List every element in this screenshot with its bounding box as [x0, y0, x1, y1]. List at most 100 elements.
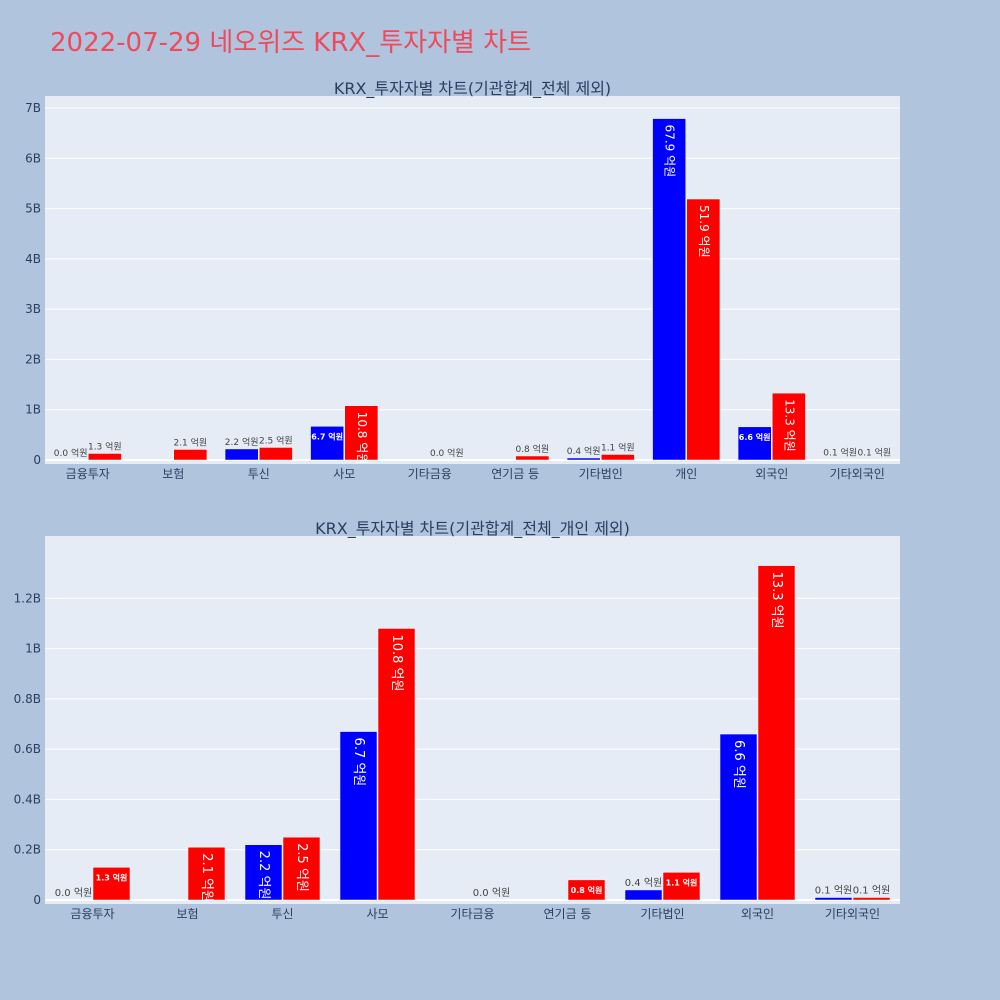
chart-subtitle: KRX_투자자별 차트(기관합계_전체_개인 제외) [315, 519, 630, 539]
x-tick-label: 사모 [333, 467, 355, 481]
x-tick-label: 외국인 [755, 467, 788, 481]
bar-buy [224, 448, 259, 461]
bar-sell [857, 459, 892, 461]
bar-sell [772, 392, 806, 461]
bar-sell [662, 872, 701, 901]
bar-buy [624, 889, 663, 901]
bar-value-label: 1.3 억원 [88, 440, 122, 452]
x-tick-label: 연기금 등 [491, 467, 539, 481]
x-tick-label: 기타외국인 [825, 907, 880, 921]
bar-sell [259, 447, 293, 461]
bar-value-label: 67.9 억원 [663, 125, 677, 178]
y-tick-label: 4B [25, 252, 41, 266]
y-tick-label: 3B [25, 302, 41, 316]
bar-value-label: 6.6 억원 [731, 740, 746, 789]
bar-value-label: 13.3 억원 [769, 572, 784, 629]
bar-value-label: 2.5 억원 [294, 843, 309, 892]
plot-background [45, 536, 900, 904]
bar-value-label: 2.1 억원 [199, 853, 214, 902]
y-tick-label: 0.8B [14, 692, 41, 706]
plot-background [45, 96, 900, 464]
y-tick-label: 1.2B [14, 591, 41, 605]
bar-value-label: 6.7 억원 [351, 738, 366, 787]
y-tick-label: 0.6B [14, 742, 41, 756]
y-tick-label: 1B [25, 642, 41, 656]
bar-sell [187, 846, 226, 901]
y-tick-label: 6B [25, 151, 41, 165]
x-tick-label: 외국인 [741, 907, 774, 921]
bar-value-label: 0.0 억원 [54, 447, 88, 459]
bar-value-label: 0.0 억원 [430, 447, 464, 459]
bar-value-label: 1.1 억원 [666, 877, 698, 887]
chart-1: 0 1B 2B 3B 4B 5B 6B 7B KRX_투자자별 차트(기관합계_전체 제외) 금융… [25, 79, 900, 481]
bar-value-label: 2.2 억원 [225, 436, 259, 448]
bar-sell [88, 453, 122, 461]
bar-value-label: 1.3 억원 [96, 872, 128, 882]
bar-sell [344, 405, 379, 461]
x-tick-label: 금융투자 [66, 467, 110, 481]
x-tick-label: 금융투자 [70, 907, 114, 921]
bar-buy [719, 733, 758, 901]
bar-value-label: 0.1 억원 [857, 446, 891, 458]
bar-value-label: 13.3 억원 [782, 399, 796, 452]
bar-sell [686, 198, 721, 461]
bar-sell [377, 628, 416, 901]
bar-buy [814, 897, 853, 901]
bar-value-label: 51.9 억원 [697, 205, 711, 258]
bar-value-label: 2.2 억원 [256, 851, 271, 900]
y-tick-label: 0.2B [14, 843, 41, 857]
y-tick-label: 5B [25, 202, 41, 216]
bar-value-label: 2.1 억원 [173, 436, 207, 448]
bar-sell [601, 454, 635, 461]
bar-buy [310, 426, 344, 461]
bar-value-label: 0.1 억원 [823, 446, 857, 458]
y-tick-label: 0.4B [14, 792, 41, 806]
y-tick-label: 0 [33, 453, 41, 467]
bar-buy [652, 118, 686, 461]
x-tick-label: 기타외국인 [830, 467, 885, 481]
x-tick-label: 투신 [271, 907, 293, 921]
bar-buy [737, 426, 772, 461]
bar-value-label: 0.0 억원 [473, 887, 510, 899]
x-tick-label: 보험 [176, 907, 198, 921]
bar-sell [515, 455, 550, 461]
bar-sell [567, 879, 606, 901]
bar-value-label: 6.6 억원 [739, 432, 771, 442]
bar-value-label: 2.5 억원 [259, 434, 293, 446]
bar-sell [173, 449, 208, 461]
bar-sell [852, 897, 891, 901]
bar-buy [244, 844, 283, 901]
x-tick-label: 개인 [675, 467, 697, 481]
x-tick-label: 보험 [162, 467, 184, 481]
x-tick-label: 기타금융 [408, 467, 452, 481]
bar-value-label: 0.1 억원 [853, 884, 890, 896]
y-tick-label: 7B [25, 101, 41, 115]
page-title: 2022-07-29 네오위즈 KRX_투자자별 차트 [50, 28, 532, 58]
bar-value-label: 0.4 억원 [625, 877, 662, 889]
y-tick-label: 2B [25, 352, 41, 366]
bar-value-label: 0.1 억원 [815, 884, 852, 896]
y-tick-label: 1B [25, 403, 41, 417]
bar-value-label: 0.0 억원 [55, 887, 92, 899]
x-tick-label: 연기금 등 [544, 907, 592, 921]
bar-value-label: 0.4 억원 [567, 445, 601, 457]
x-tick-label: 사모 [366, 907, 388, 921]
x-tick-label: 기타법인 [579, 467, 623, 481]
x-tick-label: 투신 [248, 467, 270, 481]
bar-value-label: 6.7 억원 [311, 431, 343, 441]
bar-value-label: 0.8 억원 [571, 885, 603, 895]
bar-buy [339, 731, 378, 901]
bar-buy [566, 457, 601, 461]
bar-sell [282, 836, 321, 901]
bar-value-label: 0.8 억원 [515, 443, 549, 455]
x-tick-label: 기타법인 [640, 907, 684, 921]
chart-2: 0 0.2B 0.4B 0.6B 0.8B 1B 1.2B KRX_투자자별 차트(기관합계_… [14, 519, 900, 921]
bar-sell [757, 565, 796, 901]
chart-subtitle: KRX_투자자별 차트(기관합계_전체 제외) [334, 79, 611, 99]
bar-value-label: 10.8 억원 [389, 634, 404, 691]
x-tick-label: 기타금융 [450, 907, 494, 921]
y-tick-label: 0 [33, 893, 41, 907]
bar-value-label: 1.1 억원 [601, 441, 635, 453]
bar-value-label: 10.8 억원 [355, 412, 369, 465]
